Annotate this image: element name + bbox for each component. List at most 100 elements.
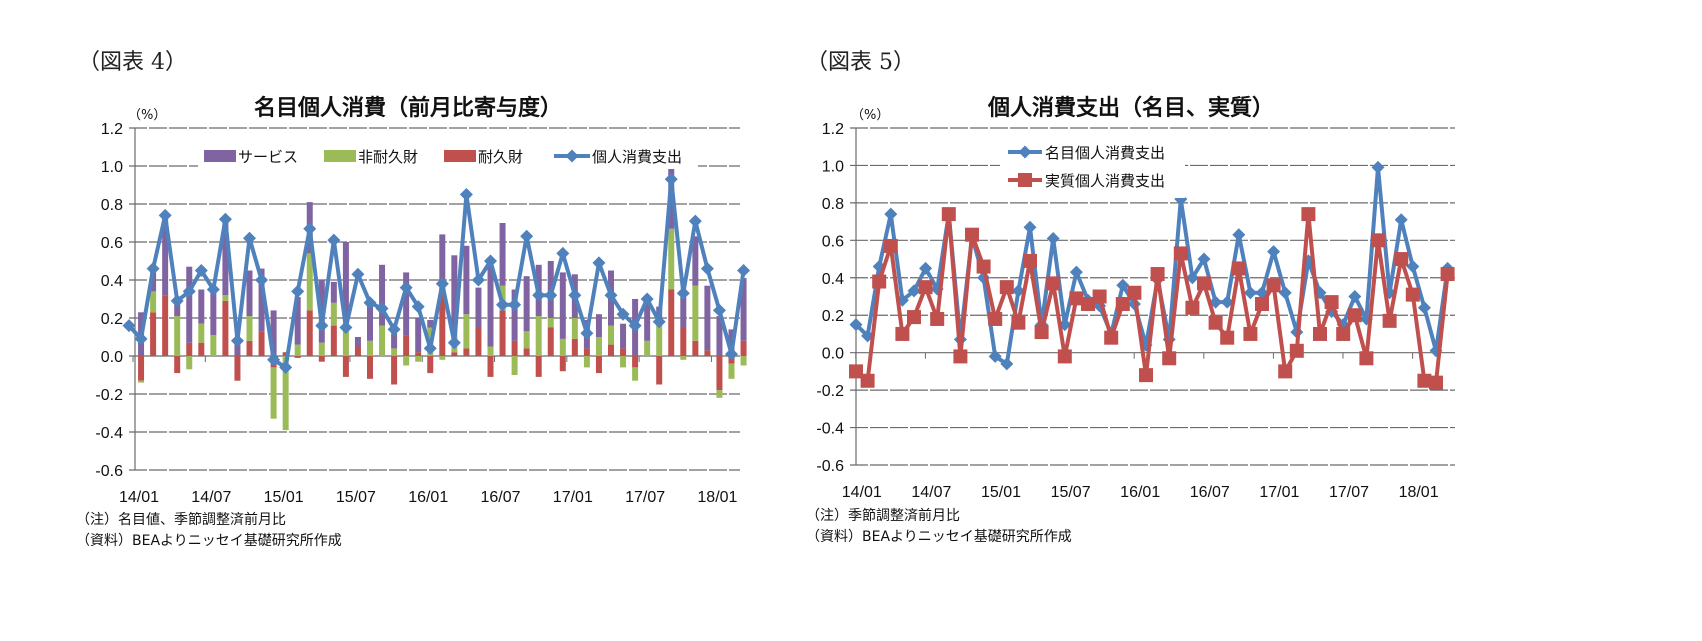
marker-total: [423, 341, 437, 355]
marker-total: [688, 214, 702, 228]
marker-series-1: [999, 280, 1014, 295]
marker-series-0: [1232, 228, 1246, 242]
marker-total: [351, 267, 365, 281]
marker-total: [725, 347, 738, 361]
marker-series-0: [1185, 271, 1199, 285]
chart4-y-tick-label: 1.2: [101, 121, 123, 138]
bar-durable: [463, 348, 470, 356]
marker-series-1: [872, 274, 887, 289]
bar-durable: [282, 352, 289, 356]
chart4-x-tick-label: 16/01: [408, 489, 448, 506]
marker-series-1: [1278, 364, 1293, 379]
marker-series-0: [1417, 301, 1431, 315]
marker-series-0: [1023, 220, 1037, 234]
bar-services: [511, 289, 518, 341]
figure-5-label: （図表 5）: [806, 50, 915, 75]
bar-durable: [222, 300, 229, 356]
marker-series-1: [918, 280, 933, 295]
chart-4-title: 名目個人消費（前月比寄与度）: [254, 96, 563, 121]
chart-5-note-2: （資料）BEAよりニッセイ基礎研究所作成: [806, 529, 1072, 545]
marker-total: [303, 222, 317, 236]
marker-total: [676, 286, 690, 300]
chart5-y-tick-label: 0.0: [822, 346, 844, 363]
marker-total: [435, 277, 449, 291]
bar-services: [704, 285, 711, 351]
marker-series-0: [849, 318, 863, 332]
marker-series-1: [860, 373, 875, 388]
marker-series-0: [1406, 260, 1420, 274]
bar-durable: [439, 293, 446, 356]
bar-nondurable: [608, 325, 614, 345]
bar-nondurable: [294, 344, 301, 356]
marker-series-0: [1243, 286, 1257, 300]
marker-series-0: [1046, 231, 1060, 245]
marker-series-0: [884, 207, 898, 221]
bar-nondurable: [523, 331, 530, 349]
bar-services: [487, 264, 494, 347]
bar-services: [186, 266, 193, 343]
marker-total: [158, 208, 172, 222]
bar-nondurable: [174, 316, 181, 356]
marker-total: [484, 254, 497, 268]
bar-nondurable: [342, 318, 349, 356]
marker-series-1: [1417, 373, 1432, 388]
bar-nondurable: [222, 295, 229, 301]
bar-services: [716, 316, 723, 356]
marker-series-0: [1394, 213, 1408, 227]
chart4-x-tick-label: 15/07: [336, 489, 376, 506]
marker-total: [411, 300, 425, 314]
marker-series-1: [1336, 326, 1351, 341]
marker-series-1: [1405, 287, 1420, 302]
bar-durable: [680, 327, 687, 356]
marker-total: [399, 281, 413, 295]
bar-services: [692, 236, 699, 286]
marker-total: [363, 296, 377, 310]
bar-durable: [632, 356, 639, 368]
bar-durable: [342, 356, 349, 377]
bar-durable: [571, 338, 578, 356]
bar-durable: [294, 356, 301, 358]
bar-services: [620, 323, 627, 349]
marker-series-0: [1278, 286, 1292, 300]
marker-total: [737, 264, 751, 277]
bar-nondurable: [535, 316, 542, 356]
marker-total: [327, 233, 341, 247]
marker-series-0: [919, 261, 933, 275]
line-total: [127, 177, 746, 370]
chart5-y-tick-label: -0.4: [816, 421, 844, 438]
chart-4-plot: 1.2 1.0 0.8 0.6 0.4 0.2 0.0 -0.2 -0.4 -0.6 14/01 14…: [95, 121, 751, 506]
marker-total: [134, 332, 148, 346]
marker-series-0: [1116, 278, 1130, 292]
bar-durable: [367, 356, 373, 379]
marker-series-0: [988, 349, 1002, 363]
bar-nondurable: [306, 253, 313, 311]
marker-total: [447, 336, 461, 350]
marker-series-1: [976, 259, 991, 274]
marker-total: [700, 262, 714, 276]
marker-series-1: [1324, 295, 1339, 310]
bar-nondurable: [463, 314, 470, 349]
chart5-x-tick-label: 17/01: [1259, 484, 1299, 501]
marker-series-0: [907, 284, 921, 298]
bar-durable: [415, 352, 422, 356]
bar-nondurable: [150, 291, 157, 313]
marker-series-1: [1023, 253, 1037, 268]
marker-total: [194, 264, 208, 277]
bar-durable: [475, 327, 482, 356]
marker-series-1: [1104, 330, 1119, 345]
bar-nondurable: [656, 321, 663, 356]
bar-durable: [740, 340, 747, 356]
marker-series-1: [1266, 278, 1281, 293]
chart4-x-tick-label: 17/01: [553, 489, 593, 506]
bar-services: [427, 319, 434, 328]
bar-durable: [608, 344, 614, 356]
chart4-x-tick-label: 18/01: [697, 489, 737, 506]
marker-total: [146, 262, 160, 276]
chart5-x-tick-label: 15/01: [981, 484, 1021, 501]
bar-nondurable: [198, 323, 205, 343]
marker-total: [339, 321, 353, 334]
bar-durable: [523, 348, 530, 356]
bar-nondurable: [403, 356, 410, 366]
marker-total: [532, 288, 546, 302]
marker-series-1: [1150, 267, 1165, 282]
